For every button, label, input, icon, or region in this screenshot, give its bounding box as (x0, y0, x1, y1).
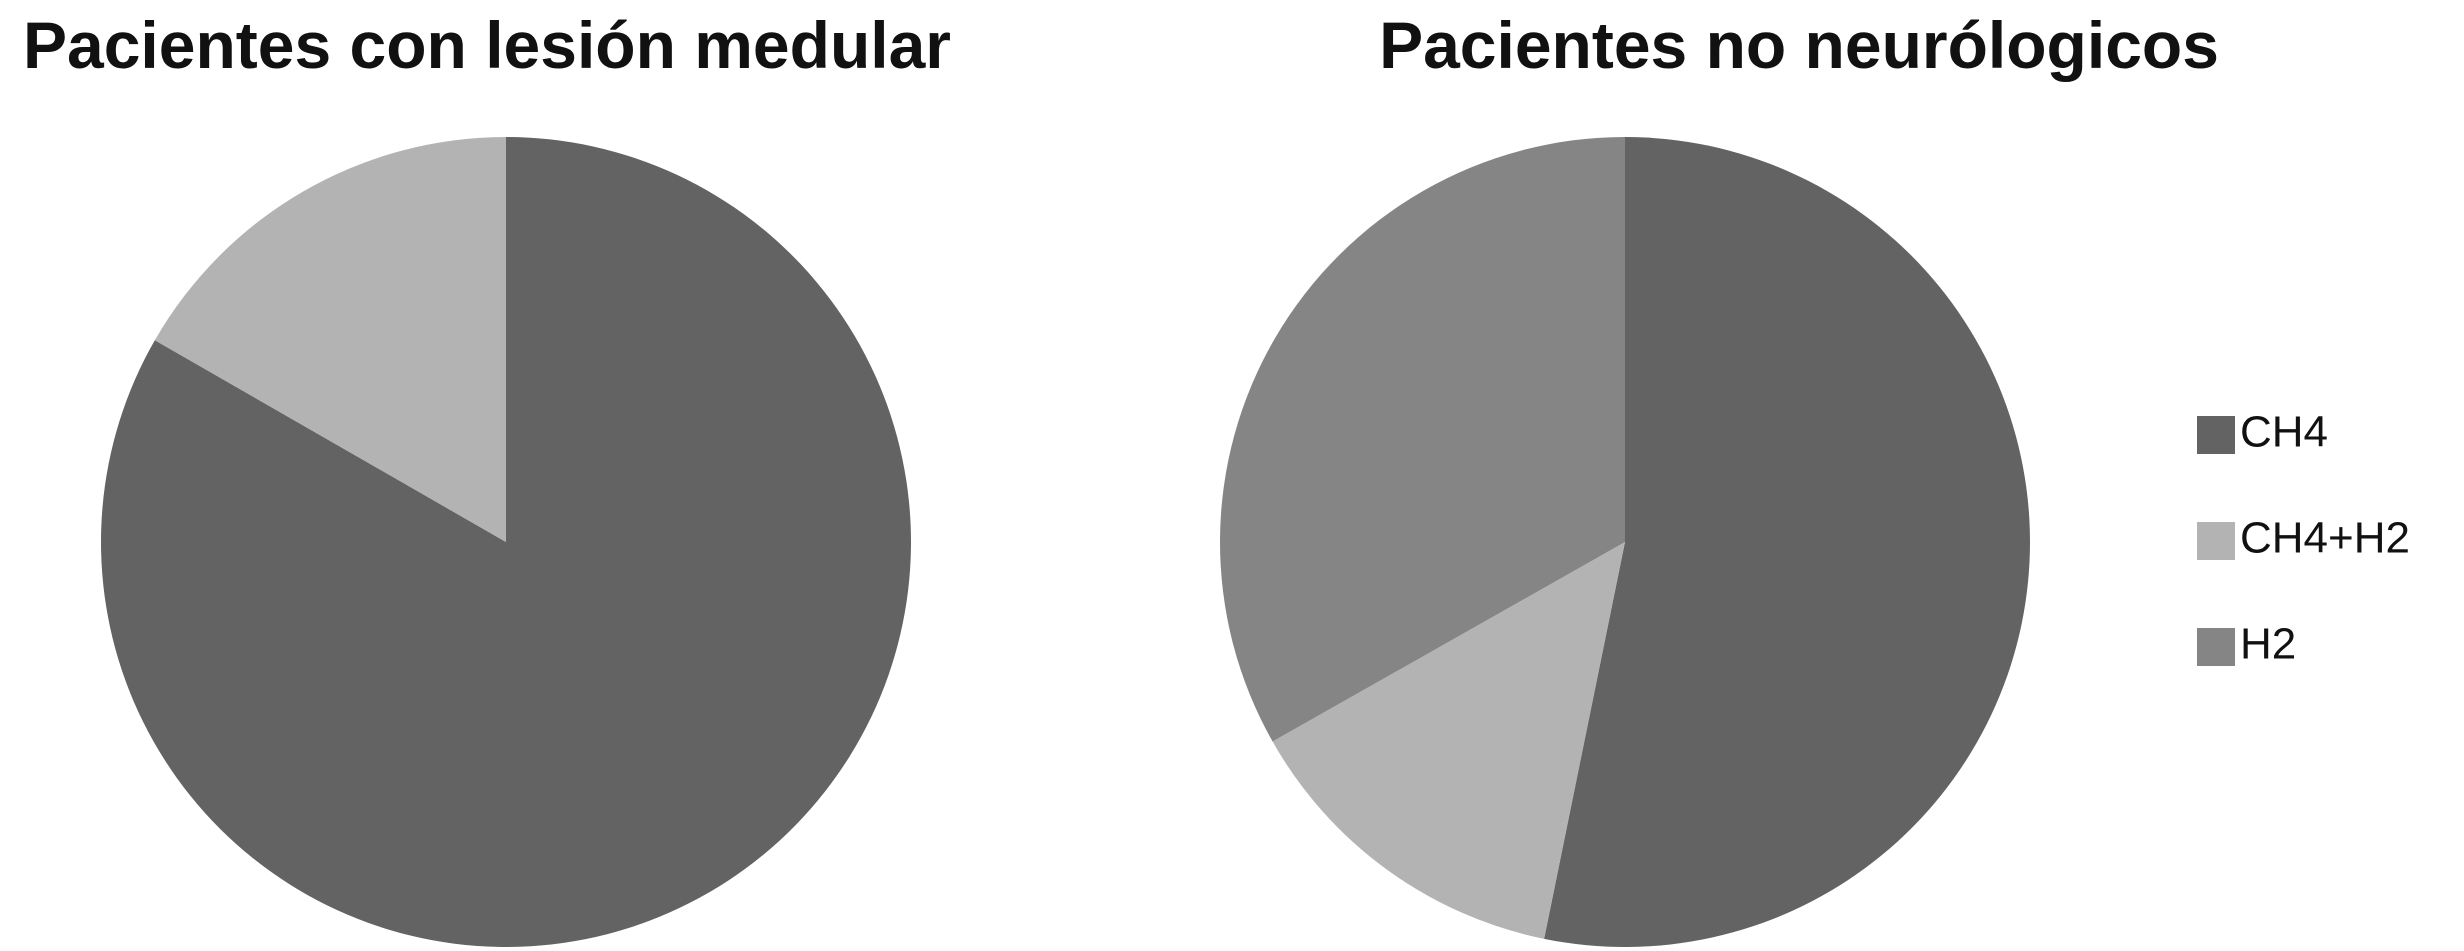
legend-swatch (2197, 522, 2235, 560)
pie-slice (154, 137, 506, 542)
legend-swatch (2197, 628, 2235, 666)
pie-slice (1272, 542, 1625, 939)
legend-label: CH4+H2 (2240, 514, 2410, 563)
chart-title: Pacientes con lesión medular (23, 8, 951, 82)
pie-slice (1219, 137, 1625, 742)
legend-label: H2 (2240, 620, 2296, 669)
pie-slice (100, 137, 912, 948)
pie-slice (1544, 137, 2030, 948)
legend-label: CH4 (2240, 408, 2328, 457)
chart-title: Pacientes no neurólogicos (1379, 8, 2219, 82)
legend-swatch (2197, 416, 2235, 454)
